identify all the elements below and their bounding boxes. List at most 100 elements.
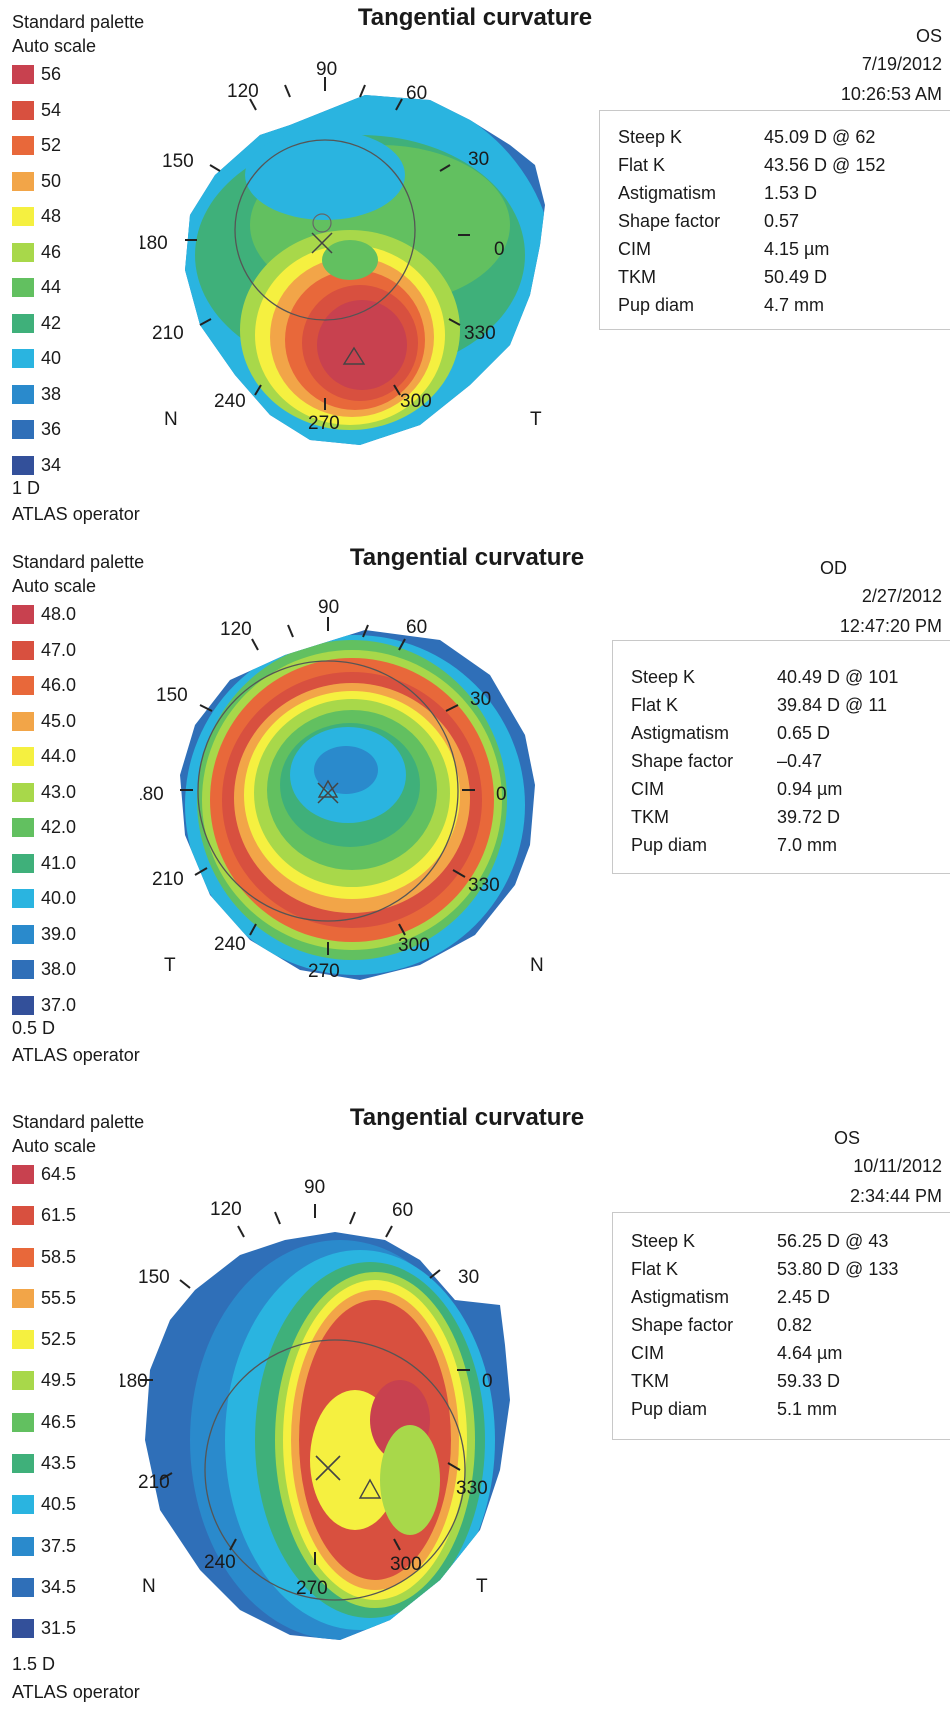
metric-value: 50.49 D	[764, 267, 828, 287]
palette-name: Standard palette	[12, 1112, 145, 1132]
angle-label-120: 120	[227, 81, 259, 102]
legend-value: 42	[41, 312, 62, 333]
angle-label-300: 300	[400, 391, 432, 412]
angle-label-180: 180	[120, 1371, 148, 1392]
angle-label-330: 330	[468, 875, 500, 896]
metric-row: CIM 4.15 µm	[618, 239, 829, 260]
legend-value: 37.5	[41, 1535, 77, 1556]
map-title: Tangential curvature	[349, 544, 585, 571]
legend-row: 37.0	[12, 993, 132, 1029]
metric-value: 4.15 µm	[764, 239, 830, 259]
pupil-outline	[204, 1339, 466, 1601]
exam-time: 2:34:44 PM	[849, 1186, 942, 1206]
angle-label-300: 300	[390, 1554, 422, 1575]
metric-value: 1.53 D	[764, 183, 818, 203]
metric-value: 56.25 D @ 43	[777, 1231, 889, 1251]
legend-row: 44	[12, 275, 132, 311]
color-swatch	[12, 171, 34, 191]
metric-value: 39.84 D @ 11	[777, 695, 888, 715]
color-swatch	[12, 420, 34, 439]
angle-label-330: 330	[464, 323, 496, 344]
corneal-topography-map: 90 120 60 150 30 180 0 210 330 240 300 2…	[120, 1177, 510, 1640]
metric-row: Pup diam 7.0 mm	[631, 835, 837, 856]
legend-value: 41.0	[41, 852, 77, 873]
angle-label-90: 90	[318, 597, 339, 618]
legend-value: 43.0	[41, 781, 77, 802]
legend-value: 64.5	[41, 1164, 77, 1184]
legend-row: 36	[12, 417, 132, 453]
metric-label: TKM	[631, 807, 669, 827]
color-swatch	[12, 349, 34, 368]
metric-row: Shape factor 0.82	[631, 1315, 812, 1336]
color-swatch	[12, 1577, 34, 1597]
metric-row: CIM 4.64 µm	[631, 1343, 842, 1364]
legend-row: 37.5	[12, 1534, 132, 1575]
legend-row: 45.0	[12, 709, 132, 745]
legend-row: 46.5	[12, 1410, 132, 1451]
legend-row: 38	[12, 382, 132, 418]
color-swatch	[12, 1536, 34, 1556]
legend-row: 40	[12, 346, 132, 382]
corneal-vertex-marker	[311, 232, 333, 254]
metric-value: 0.65 D	[777, 723, 831, 743]
metrics-box: Steep K 40.49 D @ 101 Flat K 39.84 D @ 11 …	[612, 640, 950, 874]
eye-label: OS	[834, 1128, 861, 1148]
metric-row: Flat K 53.80 D @ 133	[631, 1259, 898, 1280]
eye-label: OS	[915, 26, 942, 46]
legend-value: 55.5	[41, 1287, 77, 1308]
metric-label: Astigmatism	[631, 723, 730, 743]
metric-value: 2.45 D	[777, 1287, 831, 1307]
color-swatch	[12, 455, 34, 475]
legend-row: 48	[12, 204, 132, 240]
legend-value: 34.5	[41, 1576, 77, 1597]
angle-label-30: 30	[468, 149, 489, 170]
metric-row: Shape factor 0.57	[618, 211, 799, 232]
corneal-topography-map: 90 120 60 150 30 180 0 210 330 240 300 2…	[140, 59, 545, 445]
metric-label: Flat K	[631, 1259, 679, 1279]
curvature-map-surface	[180, 630, 535, 980]
legend-row: 46	[12, 240, 132, 276]
angle-label-60: 60	[392, 1200, 413, 1221]
legend-row: 54	[12, 98, 132, 134]
angle-label-150: 150	[162, 151, 194, 172]
exam-time: 12:47:20 PM	[839, 616, 942, 636]
metric-value: 0.94 µm	[777, 779, 843, 799]
exam-date: 7/19/2012	[861, 54, 942, 74]
metric-label: Pup diam	[618, 295, 695, 315]
scale-mode: Auto scale	[12, 1136, 97, 1156]
legend-row: 41.0	[12, 851, 132, 887]
metric-row: Pup diam 5.1 mm	[631, 1399, 837, 1420]
palette-name: Standard palette	[12, 12, 145, 32]
exam-time: 10:26:53 AM	[840, 84, 942, 104]
metric-value: –0.47	[777, 751, 823, 771]
color-swatch	[12, 853, 34, 873]
angle-label-30: 30	[458, 1267, 479, 1288]
legend-value: 38	[41, 383, 62, 404]
metric-row: TKM 59.33 D	[631, 1371, 840, 1392]
metric-label: CIM	[631, 1343, 664, 1363]
curvature-map-surface	[185, 95, 545, 445]
legend-value: 46	[41, 241, 62, 262]
legend-value: 61.5	[41, 1205, 77, 1226]
angle-label-90: 90	[316, 59, 337, 80]
legend-row: 31.5	[12, 1616, 132, 1657]
angle-label-150: 150	[156, 685, 188, 706]
legend-value: 54	[41, 99, 62, 120]
map-title: Tangential curvature	[357, 4, 593, 31]
metric-label: TKM	[631, 1371, 669, 1391]
metric-row: Astigmatism 0.65 D	[631, 723, 830, 744]
metric-label: Flat K	[631, 695, 679, 715]
legend-row: 50	[12, 169, 132, 205]
angle-ticks	[185, 77, 470, 410]
steepest-point-marker	[358, 1478, 382, 1499]
angle-label-180: 180	[140, 784, 164, 805]
metrics-box: Steep K 56.25 D @ 43 Flat K 53.80 D @ 133 …	[612, 1212, 950, 1440]
legend-value: 43.5	[41, 1453, 77, 1474]
exam-date: 10/11/2012	[853, 1156, 942, 1176]
legend-value: 40.5	[41, 1494, 77, 1515]
legend-value: 48.0	[41, 604, 77, 624]
metric-label: CIM	[631, 779, 664, 799]
metric-value: 4.7 mm	[764, 295, 825, 315]
color-swatch	[12, 1288, 34, 1308]
scale-step: 0.5 D	[12, 1018, 56, 1038]
